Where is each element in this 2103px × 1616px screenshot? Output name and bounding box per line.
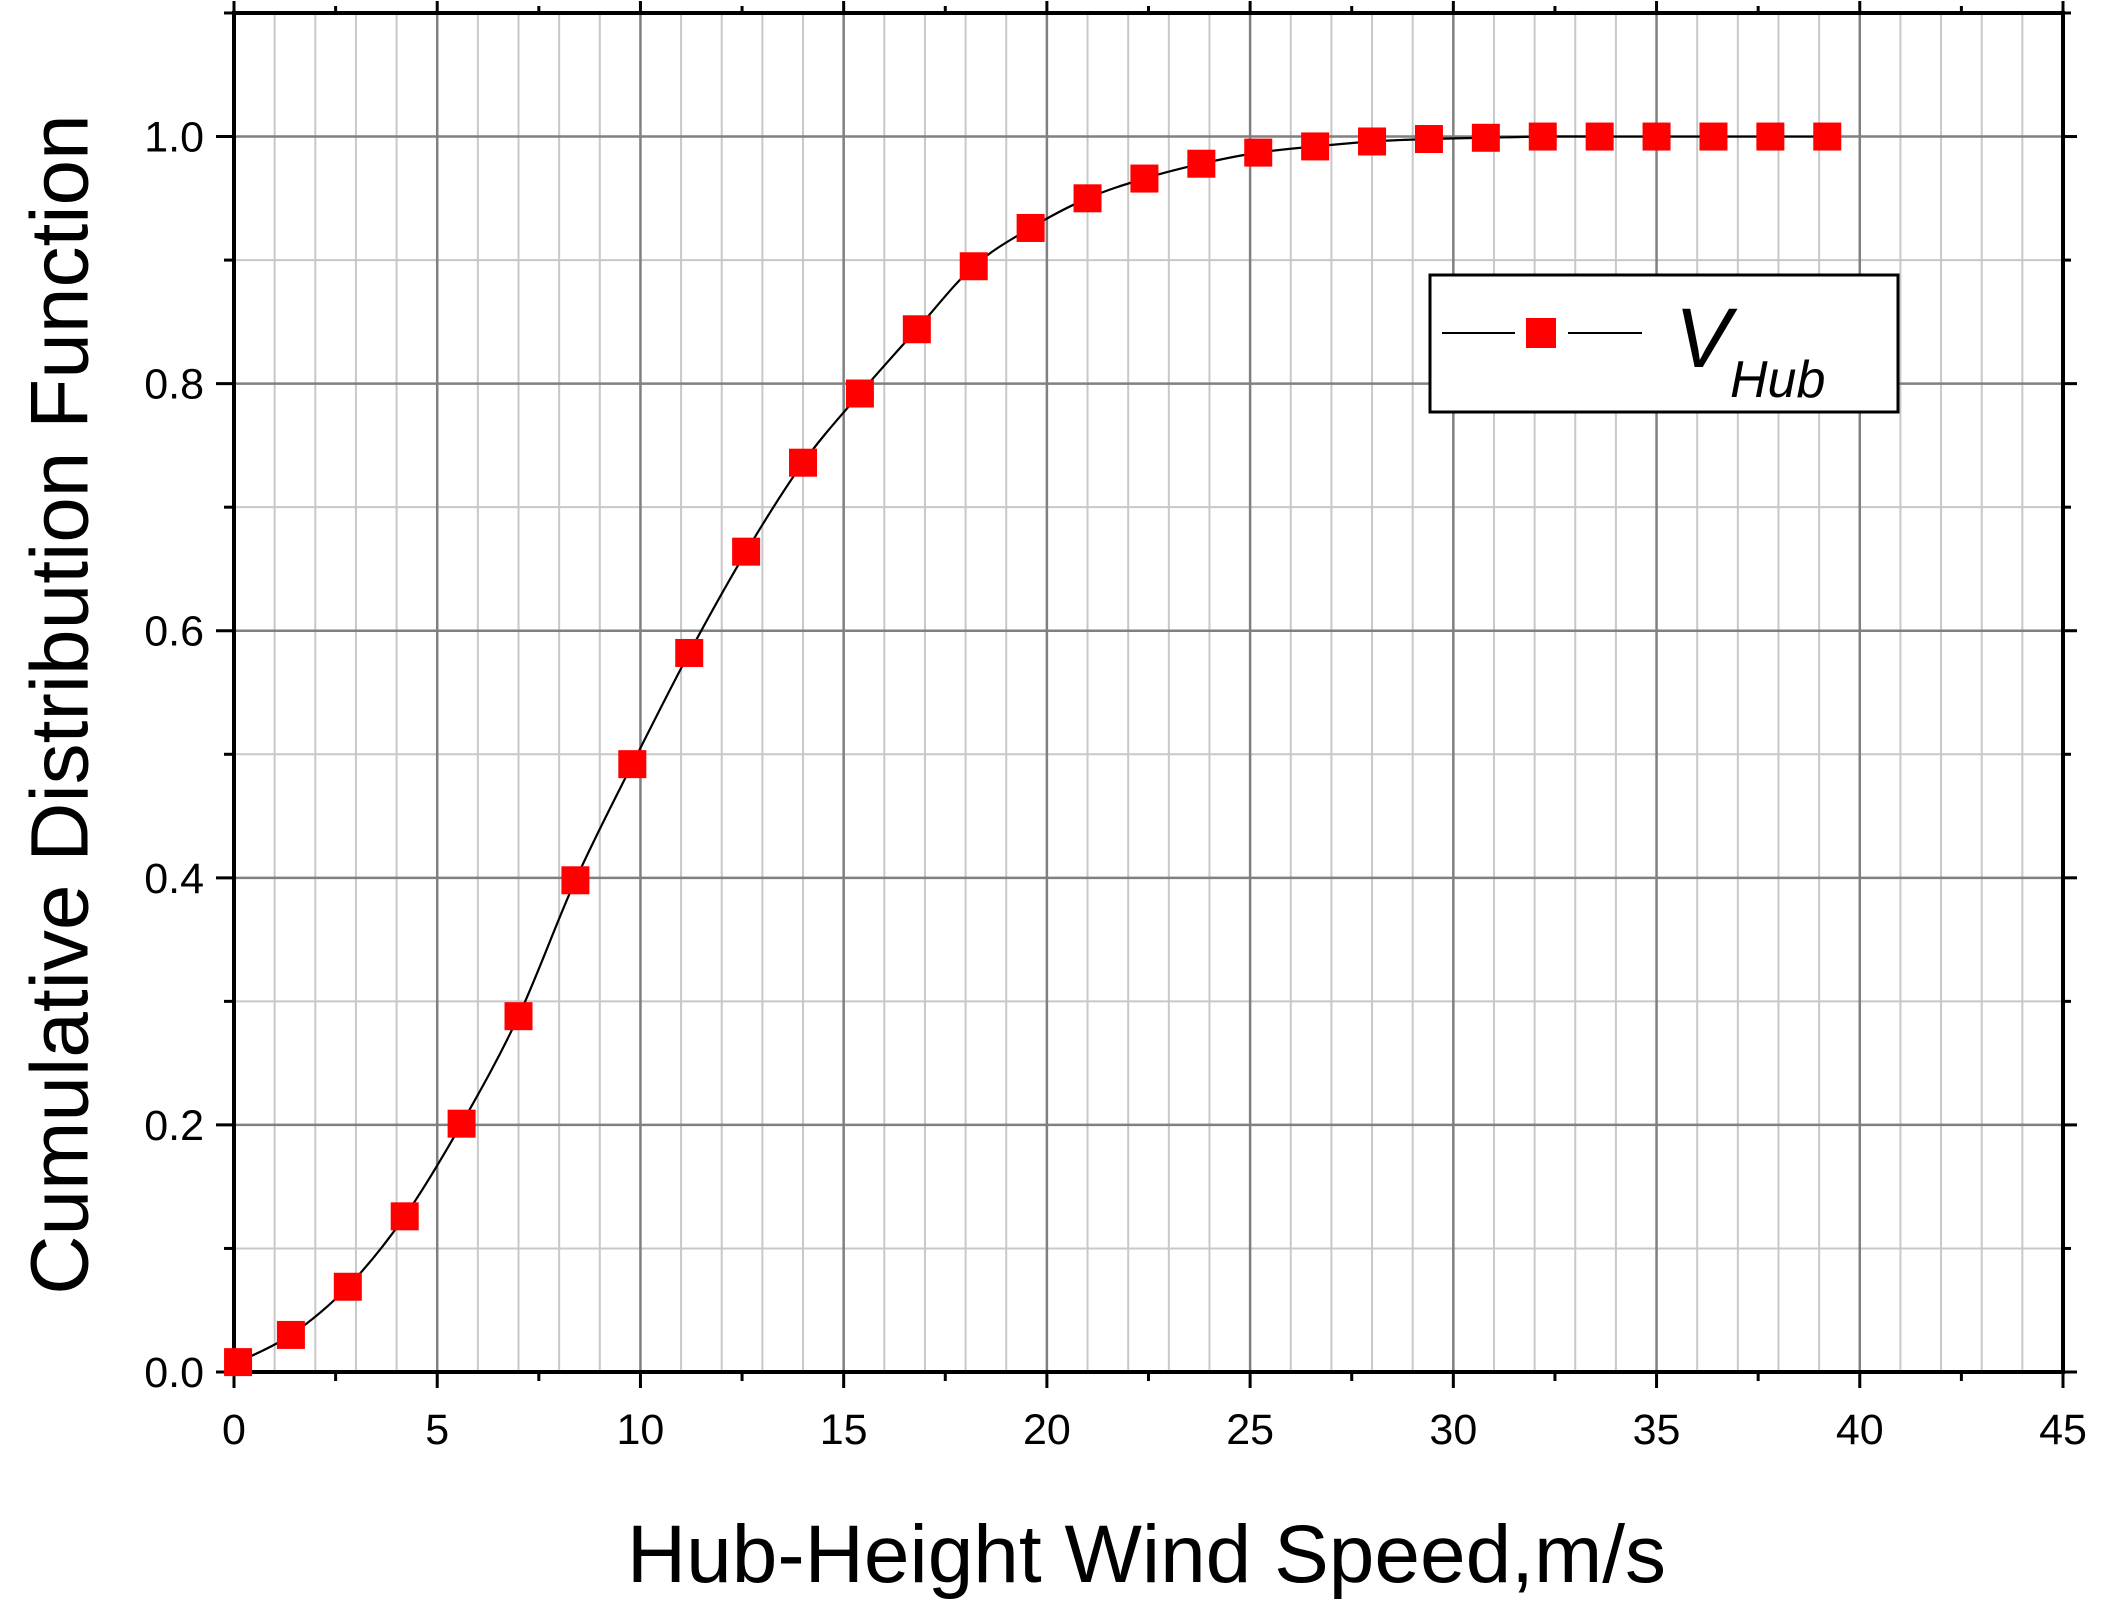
x-tick-label: 25 <box>1226 1406 1274 1454</box>
data-point-marker <box>333 1272 362 1301</box>
x-axis-title: Hub-Height Wind Speed,m/s <box>627 1509 1666 1600</box>
y-tick-label: 0.2 <box>144 1102 204 1150</box>
y-tick-label: 0.6 <box>144 608 204 656</box>
y-tick-labels: 0.0 0.2 0.4 0.6 0.8 1.0 <box>144 114 204 1397</box>
x-tick-label: 35 <box>1633 1406 1681 1454</box>
data-point-marker <box>504 1002 533 1031</box>
y-tick-label: 0.8 <box>144 361 204 409</box>
data-point-marker <box>675 638 704 667</box>
data-point-marker <box>1358 127 1387 156</box>
x-tick-label: 20 <box>1023 1406 1071 1454</box>
data-point-marker <box>1130 164 1159 193</box>
legend-box <box>1428 273 1900 414</box>
x-tick-label: 5 <box>425 1406 449 1454</box>
series-layer <box>224 122 1842 1377</box>
x-tick-label: 45 <box>2039 1406 2087 1454</box>
data-point-marker <box>845 379 874 408</box>
y-tick-label: 0.4 <box>144 855 204 903</box>
y-axis-title: Cumulative Distribution Function <box>15 114 106 1294</box>
x-tick-label: 40 <box>1836 1406 1884 1454</box>
data-point-marker <box>1016 213 1045 242</box>
minor-grid <box>234 13 2063 1372</box>
legend-label-subscript: Hub <box>1730 351 1825 409</box>
data-point-marker <box>959 252 988 281</box>
x-tick-label: 10 <box>617 1406 665 1454</box>
x-tick-label: 0 <box>222 1406 246 1454</box>
data-point-marker <box>1414 125 1443 154</box>
data-point-marker <box>1528 122 1557 151</box>
data-point-marker <box>1073 184 1102 213</box>
data-point-marker <box>1813 122 1842 151</box>
x-tick-label: 15 <box>820 1406 868 1454</box>
data-point-marker <box>1756 122 1785 151</box>
data-point-marker <box>1585 122 1614 151</box>
y-tick-label: 0.0 <box>144 1349 204 1397</box>
data-point-marker <box>1471 123 1500 152</box>
data-point-marker <box>1699 122 1728 151</box>
axis-ticks <box>216 1 2077 1388</box>
data-point-marker <box>618 750 647 779</box>
legend: V Hub <box>1428 273 1900 414</box>
data-point-marker <box>561 866 590 895</box>
data-point-marker <box>732 537 761 566</box>
data-point-marker <box>789 448 818 477</box>
data-point-marker <box>276 1320 305 1349</box>
x-tick-label: 30 <box>1429 1406 1477 1454</box>
data-point-marker <box>1187 149 1216 178</box>
data-point-marker <box>1642 122 1671 151</box>
data-point-marker <box>447 1109 476 1138</box>
plot-frame <box>232 11 2065 1374</box>
legend-marker <box>1526 318 1556 348</box>
data-point-marker <box>1244 138 1273 167</box>
data-point-marker <box>224 1348 253 1377</box>
data-point-marker <box>390 1202 419 1231</box>
data-point-marker <box>1301 132 1330 161</box>
major-grid <box>234 13 2063 1372</box>
data-point-marker <box>902 315 931 344</box>
x-tick-labels: 0 5 10 15 20 25 30 35 40 45 <box>222 1406 2087 1454</box>
y-tick-label: 1.0 <box>144 114 204 162</box>
legend-label-main: V <box>1675 291 1738 385</box>
